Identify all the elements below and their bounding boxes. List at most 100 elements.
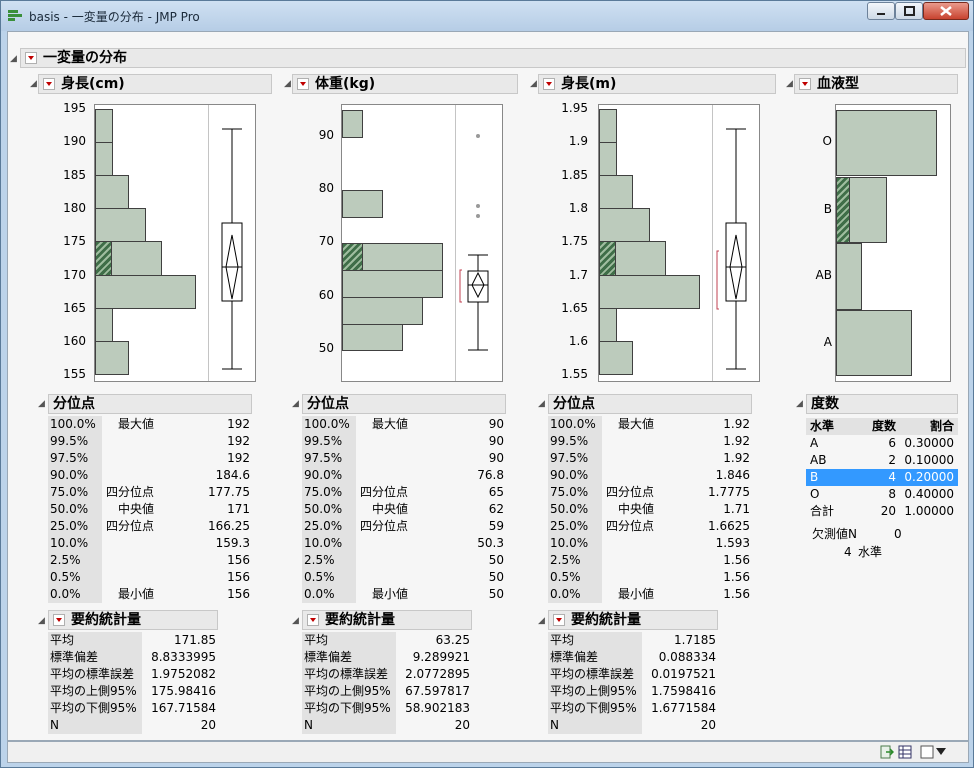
weight-header[interactable]: 体重(kg)	[292, 74, 518, 94]
summary-col-bg	[48, 632, 142, 649]
axis-tick-label: 80	[318, 181, 334, 195]
histogram-bar[interactable]	[599, 275, 700, 309]
quantiles-header-1[interactable]: 分位点	[48, 394, 252, 414]
collapse-triangle-icon[interactable]: ◢	[796, 399, 803, 409]
collapse-triangle-icon[interactable]: ◢	[38, 399, 45, 409]
summary-header-1[interactable]: 要約統計量	[48, 610, 218, 630]
quantile-value: 90	[488, 417, 504, 431]
histogram-bar[interactable]	[599, 109, 617, 143]
quantile-col-bg	[302, 552, 356, 569]
collapse-triangle-icon[interactable]: ◢	[538, 399, 545, 409]
quantile-value: 1.846	[715, 468, 750, 482]
red-triangle-menu-icon[interactable]	[799, 78, 811, 90]
height-m-header[interactable]: 身長(m)	[538, 74, 776, 94]
histogram-bar[interactable]	[599, 175, 633, 209]
collapse-triangle-icon[interactable]: ◢	[284, 79, 291, 89]
histogram-bar[interactable]	[342, 110, 363, 138]
summary-header-3[interactable]: 要約統計量	[548, 610, 718, 630]
blood-bar-ab[interactable]	[836, 243, 862, 310]
maximize-icon	[904, 6, 915, 16]
histogram-bar[interactable]	[342, 297, 423, 325]
freq-row[interactable]: O 8 0.40000	[806, 486, 958, 503]
red-triangle-menu-icon[interactable]	[25, 52, 37, 64]
histogram-bar[interactable]	[599, 142, 617, 176]
histogram-bar[interactable]	[95, 142, 113, 176]
blood-header[interactable]: 血液型	[794, 74, 958, 94]
quantile-value: 59	[488, 519, 504, 533]
quantile-row: 97.5% 1.92	[548, 450, 752, 467]
summary-value: 58.902183	[405, 701, 470, 715]
quantile-col-bg	[548, 552, 602, 569]
histogram-bar[interactable]	[95, 109, 113, 143]
quantiles-header-3[interactable]: 分位点	[548, 394, 752, 414]
axis-tick-label: 195	[63, 101, 86, 115]
summary-row: 平均の標準誤差 0.0197521	[548, 666, 718, 683]
collapse-triangle-icon[interactable]: ◢	[786, 79, 793, 89]
blood-bar-o[interactable]	[836, 110, 937, 176]
histogram-bar[interactable]	[342, 190, 383, 218]
freq-row[interactable]: AB 2 0.10000	[806, 452, 958, 469]
collapse-triangle-icon[interactable]: ◢	[292, 399, 299, 409]
maximize-button[interactable]	[895, 2, 923, 20]
summary-row: 平均 1.7185	[548, 632, 718, 649]
histogram-bar[interactable]	[599, 208, 650, 242]
chevron-down-icon[interactable]	[936, 748, 946, 756]
summary-value: 0.0197521	[651, 667, 716, 681]
close-button[interactable]	[923, 2, 969, 20]
histogram-bar[interactable]	[95, 275, 196, 309]
freq-header[interactable]: 度数	[806, 394, 958, 414]
histogram-bar[interactable]	[95, 175, 129, 209]
levels-count: 4	[844, 545, 852, 559]
histogram-bar[interactable]	[599, 308, 617, 342]
collapse-triangle-icon[interactable]: ◢	[292, 616, 299, 626]
summary-header-2[interactable]: 要約統計量	[302, 610, 472, 630]
height-cm-plot[interactable]	[94, 104, 256, 382]
quantiles-header-2[interactable]: 分位点	[302, 394, 506, 414]
red-triangle-menu-icon[interactable]	[543, 78, 555, 90]
red-triangle-menu-icon[interactable]	[297, 78, 309, 90]
freq-row[interactable]: B 4 0.20000	[806, 469, 958, 486]
red-triangle-menu-icon[interactable]	[553, 614, 565, 626]
histogram-bar[interactable]	[599, 341, 633, 375]
histogram-bar[interactable]	[95, 341, 129, 375]
weight-plot[interactable]	[341, 104, 503, 382]
red-triangle-menu-icon[interactable]	[53, 614, 65, 626]
freq-row[interactable]: A 6 0.30000	[806, 435, 958, 452]
quantile-percent: 2.5%	[50, 553, 81, 567]
quantile-col-bg	[48, 501, 102, 518]
blood-bar-a[interactable]	[836, 310, 912, 376]
collapse-triangle-icon[interactable]: ◢	[538, 616, 545, 626]
blood-plot[interactable]	[835, 104, 951, 382]
quantile-col-bg	[302, 501, 356, 518]
main-report-header[interactable]: 一変量の分布	[20, 48, 966, 68]
red-triangle-menu-icon[interactable]	[307, 614, 319, 626]
freq-row[interactable]: 合計 20 1.00000	[806, 503, 958, 520]
minimize-button[interactable]	[867, 2, 895, 20]
quantile-row: 97.5% 192	[48, 450, 252, 467]
quantile-label: 最小値	[117, 587, 154, 601]
collapse-triangle-icon[interactable]: ◢	[30, 79, 37, 89]
summary-key: 平均の下側95%	[50, 701, 137, 715]
histogram-bar[interactable]	[342, 324, 403, 351]
quantile-row: 99.5% 192	[48, 433, 252, 450]
quantile-col-bg	[548, 586, 602, 603]
quantile-value: 192	[227, 451, 250, 465]
quantile-value: 50.3	[477, 536, 504, 550]
quantile-value: 76.8	[477, 468, 504, 482]
histogram-bar[interactable]	[95, 208, 146, 242]
collapse-triangle-icon[interactable]: ◢	[10, 54, 17, 64]
export-data-icon[interactable]	[880, 745, 894, 759]
quantile-percent: 90.0%	[304, 468, 343, 482]
height-m-plot[interactable]	[598, 104, 760, 382]
collapse-triangle-icon[interactable]: ◢	[530, 79, 537, 89]
quantile-row: 0.5% 1.56	[548, 569, 752, 586]
histogram-bar[interactable]	[95, 308, 113, 342]
window-select-icon[interactable]	[920, 745, 934, 759]
red-triangle-menu-icon[interactable]	[43, 78, 55, 90]
histogram-bar[interactable]	[342, 270, 443, 298]
quantile-value: 50	[488, 553, 504, 567]
summary-key: N	[550, 718, 559, 732]
table-view-icon[interactable]	[898, 745, 912, 759]
collapse-triangle-icon[interactable]: ◢	[38, 616, 45, 626]
height-cm-header[interactable]: 身長(cm)	[38, 74, 272, 94]
